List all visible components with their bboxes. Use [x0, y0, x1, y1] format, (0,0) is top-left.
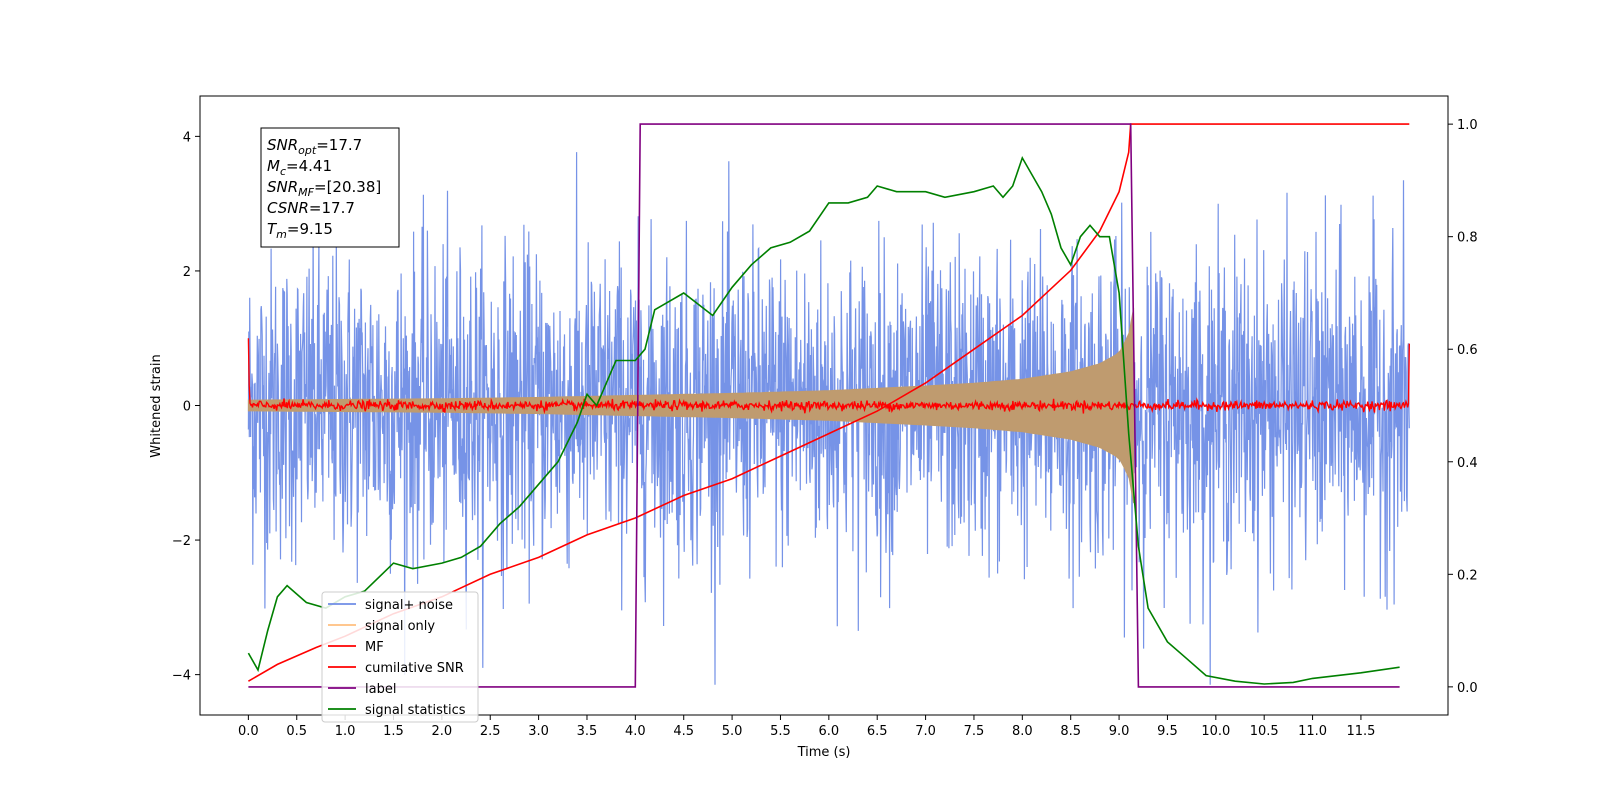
x-tick-label: 3.5: [577, 724, 598, 739]
series-mf: [247, 338, 1410, 415]
x-tick-label: 4.5: [673, 724, 694, 739]
y-tick-label-right: 0.6: [1457, 343, 1478, 358]
x-tick-label: 10.0: [1201, 724, 1230, 739]
info-box-line: SNRMF=[20.38]: [267, 178, 381, 199]
x-tick-label: 5.0: [722, 724, 743, 739]
x-tick-label: 5.5: [770, 724, 791, 739]
x-tick-label: 9.5: [1157, 724, 1178, 739]
x-axis-label: Time (s): [797, 745, 851, 760]
x-tick-label: 0.0: [238, 724, 259, 739]
info-box-frame: [260, 127, 400, 248]
y-tick-label-right: 1.0: [1457, 118, 1478, 133]
y-tick-label-right: 0.8: [1457, 231, 1478, 246]
y-tick-label-right: 0.0: [1457, 681, 1478, 696]
x-tick-label: 0.5: [286, 724, 307, 739]
x-tick-label: 3.0: [528, 724, 549, 739]
x-tick-label: 11.0: [1298, 724, 1327, 739]
x-tick-label: 11.5: [1346, 724, 1375, 739]
x-tick-label: 6.0: [818, 724, 839, 739]
y-tick-label-left: 0: [183, 400, 191, 415]
legend-label: MF: [365, 640, 384, 655]
info-box: SNRopt=17.7Mc=4.41SNRMF=[20.38]CSNR=17.7…: [260, 127, 400, 248]
y-axis-right: 0.0 0.2 0.4 0.6 0.8 1.0: [1448, 118, 1478, 696]
x-tick-label: 4.0: [625, 724, 646, 739]
x-tick-label: 1.0: [335, 724, 356, 739]
info-box-line: SNRopt=17.7: [267, 136, 362, 157]
legend-label: signal statistics: [365, 703, 466, 718]
y-tick-label-left: −2: [172, 534, 191, 549]
y-tick-label-left: 2: [183, 265, 191, 280]
info-box-line: Tm=9.15: [267, 220, 333, 241]
x-tick-label: 2.0: [432, 724, 453, 739]
legend-frame: [321, 591, 479, 723]
y-tick-label-right: 0.4: [1457, 456, 1478, 471]
info-box-line: CSNR=17.7: [267, 199, 355, 217]
legend: signal+ noise signal only MF cumilative SNR…: [321, 591, 479, 723]
y-tick-label-left: 4: [183, 130, 191, 145]
x-tick-label: 2.5: [480, 724, 501, 739]
legend-label: label: [365, 682, 396, 697]
x-tick-label: 6.5: [867, 724, 888, 739]
x-tick-label: 8.0: [1012, 724, 1033, 739]
x-tick-label: 10.5: [1250, 724, 1279, 739]
x-tick-label: 7.0: [915, 724, 936, 739]
y-tick-label-right: 0.2: [1457, 568, 1478, 583]
x-tick-label: 9.0: [1109, 724, 1130, 739]
x-axis: 0.0 0.5 1.0 1.5 2.0 2.5 3.0 3.5 4.0 4.5 5.0 5.5 6.0 6…: [238, 715, 1375, 739]
legend-label: signal only: [365, 619, 435, 634]
x-tick-label: 8.5: [1060, 724, 1081, 739]
series-layer: [247, 123, 1410, 688]
y-axis-left: −4 −2 0 2 4: [172, 130, 200, 684]
y-axis-label-left: Whitened strain: [149, 354, 164, 457]
series-label: [248, 123, 1400, 688]
x-tick-label: 7.5: [964, 724, 985, 739]
series-signal-statistics: [247, 155, 1400, 685]
legend-label: signal+ noise: [365, 598, 453, 613]
y-tick-label-left: −4: [172, 669, 191, 684]
x-tick-label: 1.5: [383, 724, 404, 739]
info-box-line: Mc=4.41: [267, 157, 332, 178]
legend-label: cumilative SNR: [365, 661, 464, 676]
